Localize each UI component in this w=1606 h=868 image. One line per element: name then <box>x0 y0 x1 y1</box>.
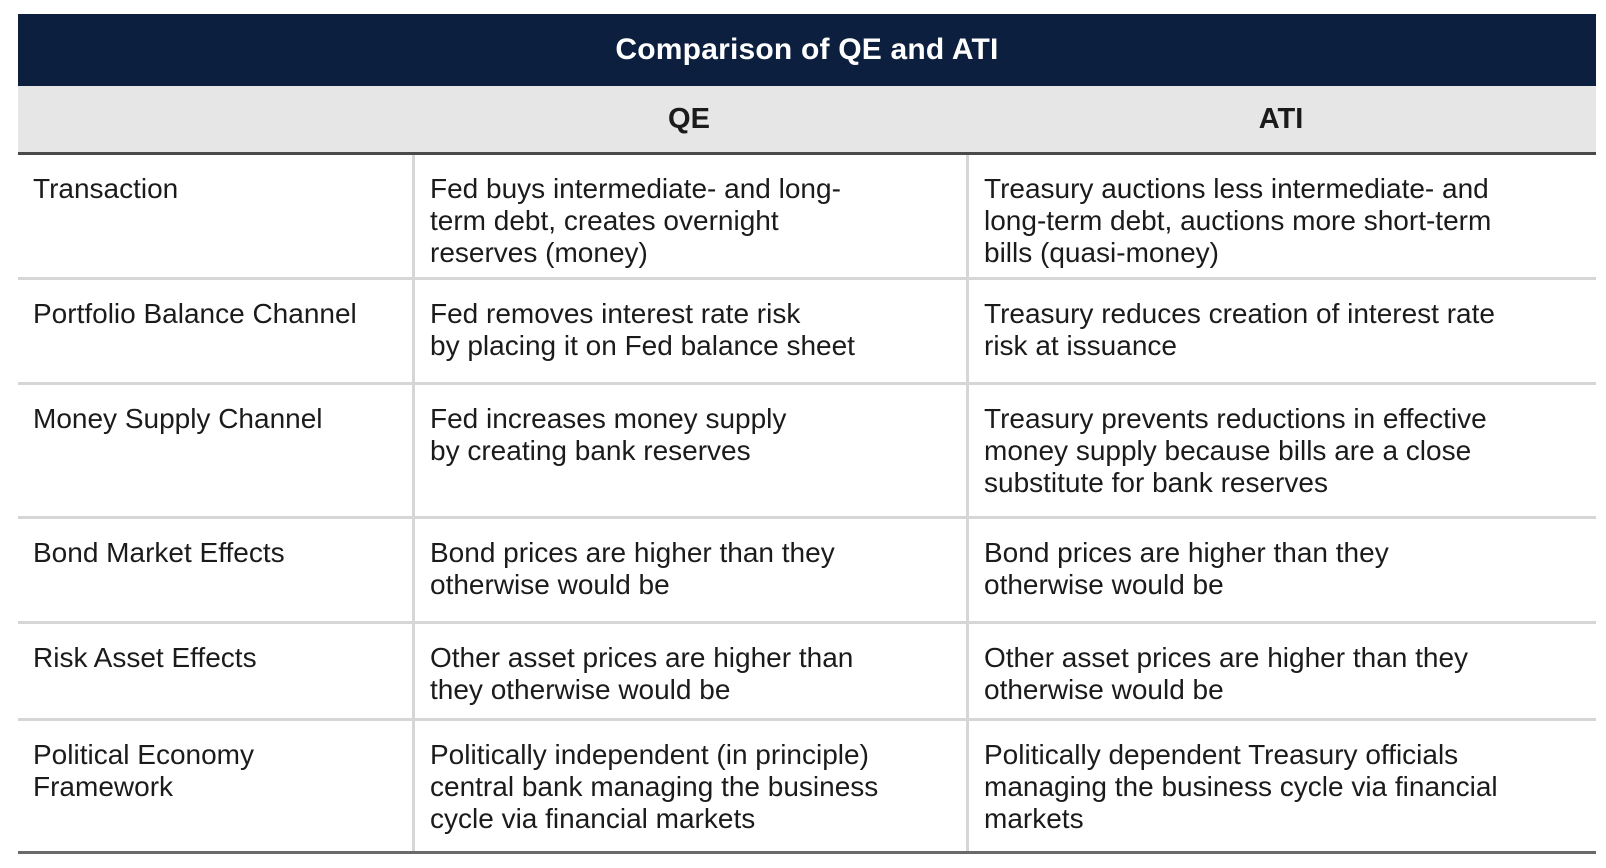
row-label: Portfolio Balance Channel <box>33 298 357 329</box>
row-label: Transaction <box>33 173 179 204</box>
column-header-ati: ATI <box>1258 102 1304 135</box>
comparison-table: Comparison of QE and ATI QE ATI Transact… <box>18 14 1596 854</box>
table-row: Risk Asset Effects Other asset prices ar… <box>18 624 1596 721</box>
qe-cell: Politically independent (in principle) c… <box>412 721 966 851</box>
ati-cell: Treasury reduces creation of interest ra… <box>966 280 1596 382</box>
qe-cell: Fed increases money supply by creating b… <box>412 385 966 516</box>
ati-cell: Treasury prevents reductions in effectiv… <box>966 385 1596 516</box>
table-row: Political Economy Framework Politically … <box>18 721 1596 854</box>
column-header-label <box>18 86 412 152</box>
row-label: Political Economy Framework <box>33 739 254 802</box>
table-row: Money Supply Channel Fed increases money… <box>18 385 1596 519</box>
column-header-qe: QE <box>668 102 710 135</box>
column-header-row: QE ATI <box>18 86 1596 155</box>
table-row: Portfolio Balance Channel Fed removes in… <box>18 280 1596 385</box>
table-title: Comparison of QE and ATI <box>18 14 1596 86</box>
table-row: Transaction Fed buys intermediate- and l… <box>18 155 1596 280</box>
row-label: Bond Market Effects <box>33 537 285 568</box>
row-label: Money Supply Channel <box>33 403 323 434</box>
qe-cell: Fed buys intermediate- and long- term de… <box>412 155 966 277</box>
qe-cell: Bond prices are higher than they otherwi… <box>412 519 966 621</box>
qe-cell: Other asset prices are higher than they … <box>412 624 966 718</box>
ati-cell: Treasury auctions less intermediate- and… <box>966 155 1596 277</box>
row-label: Risk Asset Effects <box>33 642 257 673</box>
qe-cell: Fed removes interest rate risk by placin… <box>412 280 966 382</box>
ati-cell: Other asset prices are higher than they … <box>966 624 1596 718</box>
ati-cell: Politically dependent Treasury officials… <box>966 721 1596 851</box>
ati-cell: Bond prices are higher than they otherwi… <box>966 519 1596 621</box>
table-row: Bond Market Effects Bond prices are high… <box>18 519 1596 624</box>
